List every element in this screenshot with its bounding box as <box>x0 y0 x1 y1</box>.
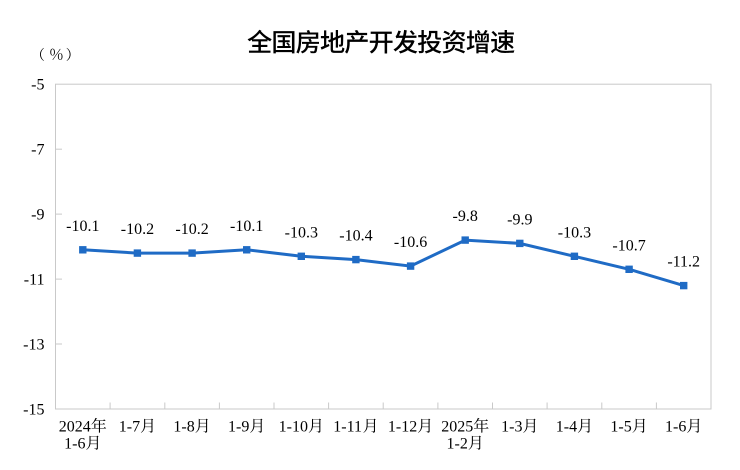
svg-text:-5: -5 <box>31 77 44 94</box>
svg-text:1-12: 1-12 <box>388 419 417 436</box>
svg-text:1-2: 1-2 <box>447 436 468 453</box>
svg-text:1-5: 1-5 <box>610 419 631 436</box>
svg-text:1-6: 1-6 <box>64 436 85 453</box>
svg-text:1-3: 1-3 <box>501 419 522 436</box>
svg-text:-11.2: -11.2 <box>667 254 700 271</box>
svg-text:-10.4: -10.4 <box>339 228 372 245</box>
svg-text:1-7: 1-7 <box>119 419 140 436</box>
svg-text:-10.1: -10.1 <box>66 218 99 235</box>
svg-text:1-9: 1-9 <box>228 419 249 436</box>
svg-text:1-11: 1-11 <box>333 419 362 436</box>
svg-text:-10.3: -10.3 <box>558 224 591 241</box>
svg-text:1-8: 1-8 <box>173 419 194 436</box>
svg-text:-10.7: -10.7 <box>612 237 645 254</box>
svg-text:-13: -13 <box>23 337 44 354</box>
svg-text:-11: -11 <box>24 272 45 289</box>
svg-text:-10.2: -10.2 <box>121 221 154 238</box>
svg-text:-7: -7 <box>31 142 44 159</box>
svg-text:-9: -9 <box>31 207 44 224</box>
svg-text:-10.1: -10.1 <box>230 218 263 235</box>
svg-text:-10.6: -10.6 <box>394 234 427 251</box>
svg-text:1-4: 1-4 <box>556 419 577 436</box>
svg-text:-10.2: -10.2 <box>175 221 208 238</box>
svg-text:2024: 2024 <box>59 419 91 436</box>
svg-text:2025: 2025 <box>441 419 473 436</box>
svg-text:-15: -15 <box>23 402 44 419</box>
svg-text:-9.8: -9.8 <box>453 208 478 225</box>
svg-text:1-10: 1-10 <box>279 419 308 436</box>
svg-text:1-6: 1-6 <box>665 419 686 436</box>
svg-text:-10.3: -10.3 <box>285 224 318 241</box>
svg-text:-9.9: -9.9 <box>507 211 532 228</box>
